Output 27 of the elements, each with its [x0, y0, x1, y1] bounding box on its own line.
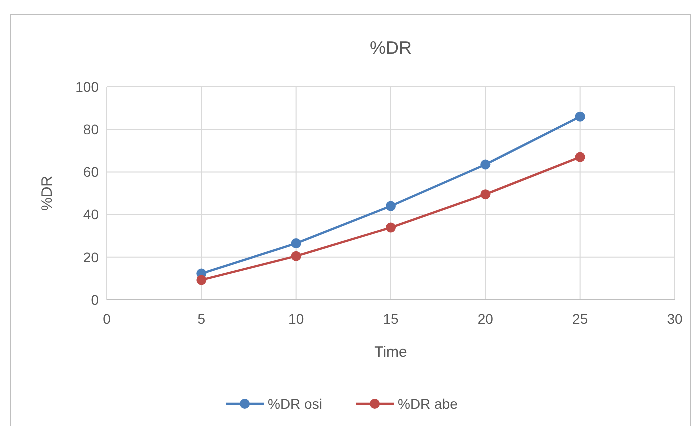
legend-label: %DR osi: [268, 396, 322, 412]
x-tick-label: 20: [478, 311, 494, 327]
x-tick-label: 25: [572, 311, 588, 327]
x-tick-label: 30: [667, 311, 683, 327]
legend-label: %DR abe: [398, 396, 458, 412]
point: [575, 112, 586, 122]
x-axis-title: Time: [374, 344, 408, 361]
x-tick-label: 0: [103, 311, 112, 327]
chart-title: %DR: [370, 38, 412, 58]
point: [386, 222, 396, 233]
point: [480, 160, 491, 170]
point: [575, 152, 586, 162]
y-tick-label: 80: [83, 122, 100, 138]
y-tick-label: 100: [76, 78, 100, 95]
x-tick-label: 10: [288, 311, 304, 327]
x-tick-label: 15: [383, 311, 399, 327]
point: [196, 275, 207, 286]
y-tick-label: 40: [83, 206, 100, 223]
point: [386, 201, 396, 212]
point: [291, 238, 302, 249]
y-axis-title: %DR: [39, 176, 56, 212]
y-tick-label: 0: [91, 292, 100, 308]
x-tick-label: 5: [198, 311, 206, 327]
point: [291, 251, 302, 262]
y-tick-label: 60: [83, 164, 100, 180]
point: [480, 190, 491, 200]
y-tick-label: 20: [83, 249, 100, 266]
